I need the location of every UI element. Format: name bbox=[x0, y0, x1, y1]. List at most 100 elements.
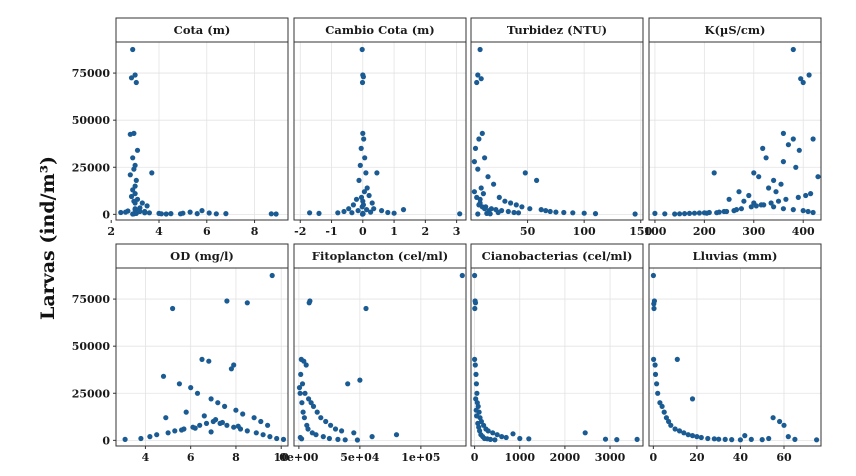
data-point bbox=[691, 210, 698, 216]
data-point bbox=[267, 434, 273, 440]
data-point bbox=[354, 437, 360, 443]
data-point bbox=[780, 159, 787, 165]
data-point bbox=[659, 403, 665, 409]
data-point bbox=[602, 436, 609, 442]
data-point bbox=[482, 155, 488, 161]
data-point bbox=[741, 198, 747, 204]
data-point bbox=[674, 356, 680, 362]
data-point bbox=[132, 191, 138, 197]
data-point bbox=[132, 72, 138, 78]
x-tick-label: 150 bbox=[629, 225, 652, 238]
x-tick-label: 4 bbox=[155, 225, 163, 238]
data-point bbox=[296, 385, 303, 391]
data-point bbox=[815, 174, 821, 180]
data-point bbox=[651, 301, 657, 307]
data-point bbox=[359, 46, 365, 53]
data-point bbox=[808, 191, 814, 197]
data-point bbox=[168, 211, 174, 217]
x-tick-label: 0 bbox=[359, 225, 367, 238]
data-point bbox=[146, 210, 152, 216]
facet-strip bbox=[293, 17, 467, 43]
data-point bbox=[127, 131, 133, 137]
data-point bbox=[355, 208, 361, 214]
data-point bbox=[366, 192, 372, 199]
data-point bbox=[208, 396, 214, 402]
data-point bbox=[302, 390, 308, 396]
y-tick-label: 0 bbox=[102, 208, 110, 221]
data-point bbox=[224, 422, 230, 428]
data-point bbox=[361, 189, 367, 195]
data-point bbox=[349, 210, 355, 216]
plot-area bbox=[116, 42, 288, 220]
panel-border bbox=[293, 41, 467, 221]
data-point bbox=[503, 434, 509, 441]
data-point bbox=[694, 434, 700, 440]
data-point bbox=[472, 362, 478, 368]
data-point bbox=[534, 177, 540, 183]
data-point bbox=[320, 434, 326, 440]
data-point bbox=[231, 362, 237, 368]
data-point bbox=[131, 166, 137, 172]
data-point bbox=[118, 209, 124, 216]
data-point bbox=[505, 208, 511, 215]
data-point bbox=[224, 298, 230, 304]
data-point bbox=[368, 209, 374, 215]
data-point bbox=[698, 434, 704, 441]
data-point bbox=[179, 427, 185, 433]
data-point bbox=[661, 409, 667, 415]
data-point bbox=[547, 208, 553, 215]
x-tick-label: 2 bbox=[107, 225, 115, 238]
data-point bbox=[361, 136, 367, 142]
data-point bbox=[222, 403, 228, 409]
data-point bbox=[473, 381, 479, 387]
data-point bbox=[481, 422, 487, 428]
panel-border bbox=[115, 41, 289, 221]
data-point bbox=[711, 170, 717, 176]
data-point bbox=[487, 436, 493, 442]
data-point bbox=[553, 209, 559, 215]
data-point bbox=[473, 407, 479, 413]
x-tick-label: 20 bbox=[689, 451, 705, 464]
data-point bbox=[391, 210, 397, 216]
data-point bbox=[487, 211, 493, 217]
x-tick-label: 400 bbox=[792, 225, 815, 238]
data-point bbox=[356, 177, 362, 183]
panel-border bbox=[115, 267, 289, 447]
data-point bbox=[215, 400, 221, 406]
data-point bbox=[499, 434, 505, 440]
data-point bbox=[654, 381, 660, 387]
data-point bbox=[213, 417, 219, 423]
data-point bbox=[299, 400, 305, 406]
data-point bbox=[689, 433, 696, 439]
data-point bbox=[364, 185, 370, 191]
data-point bbox=[393, 432, 400, 438]
data-point bbox=[756, 174, 762, 180]
data-point bbox=[363, 170, 369, 176]
data-point bbox=[203, 420, 210, 426]
data-point bbox=[132, 183, 138, 189]
x-tick-label: 5e+04 bbox=[340, 451, 380, 464]
data-point bbox=[363, 305, 369, 312]
data-point bbox=[474, 79, 480, 86]
data-point bbox=[326, 435, 332, 442]
data-point bbox=[663, 415, 670, 421]
data-point bbox=[759, 437, 765, 443]
data-point bbox=[778, 181, 784, 187]
facet-strip bbox=[648, 243, 822, 269]
data-point bbox=[753, 203, 759, 209]
data-point bbox=[475, 72, 481, 78]
y-axis-label: Larvas (ind/m³) bbox=[37, 156, 59, 320]
x-tick-label: 3000 bbox=[595, 451, 626, 464]
x-tick-label: 0e+00 bbox=[279, 451, 319, 464]
data-point bbox=[785, 434, 791, 440]
data-point bbox=[736, 189, 742, 195]
data-point bbox=[307, 210, 313, 216]
data-point bbox=[350, 202, 356, 208]
plot-area bbox=[471, 42, 643, 220]
data-point bbox=[133, 79, 139, 86]
data-point bbox=[490, 430, 496, 436]
plot-area bbox=[649, 42, 821, 220]
data-point bbox=[160, 373, 167, 379]
facet-panel: OD (mg/l) 4 6 8 10 0 25000 50000 75000 bbox=[72, 243, 289, 464]
data-point bbox=[652, 362, 658, 368]
